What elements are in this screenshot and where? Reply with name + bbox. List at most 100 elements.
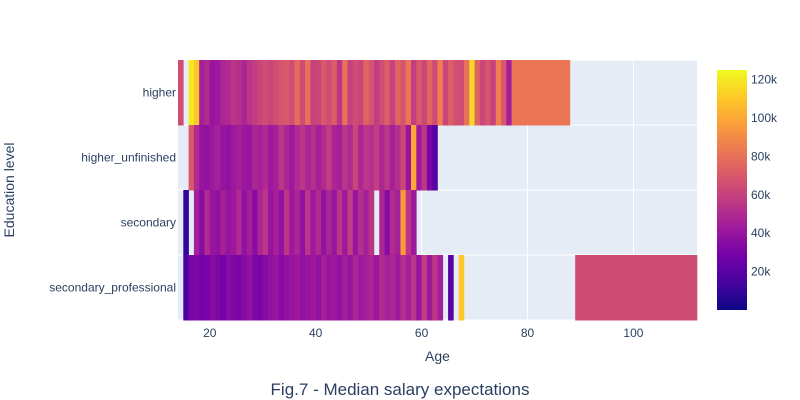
- heatmap-cell: [395, 190, 401, 256]
- heatmap-cell: [294, 190, 301, 256]
- heatmap-cell: [204, 255, 211, 321]
- heatmap-cell: [368, 60, 375, 126]
- heatmap-cell: [225, 190, 232, 256]
- heatmap-cell: [262, 60, 269, 126]
- y-tick-label: secondary: [121, 216, 176, 230]
- heatmap-cell: [262, 255, 269, 321]
- heatmap-cell: [315, 255, 322, 321]
- heatmap-cell: [379, 60, 385, 126]
- heatmap-cell: [246, 190, 253, 256]
- heatmap-cell: [352, 125, 359, 191]
- heatmap-cell: [326, 255, 332, 321]
- heatmap-cell: [416, 125, 422, 191]
- heatmap-cell: [183, 190, 189, 256]
- heatmap-cell: [215, 190, 221, 256]
- heatmap-cell: [305, 255, 311, 321]
- heatmap-cell: [252, 255, 258, 321]
- heatmap-cell: [389, 125, 396, 191]
- heatmap-cell: [273, 60, 279, 126]
- x-tick-label: 20: [203, 326, 217, 340]
- heatmap-cell: [294, 60, 301, 126]
- heatmap-cell: [384, 255, 391, 321]
- heatmap-cell: [405, 60, 412, 126]
- heatmap-cell: [230, 125, 237, 191]
- heatmap-cell: [315, 190, 322, 256]
- heatmap-cell: [490, 60, 497, 126]
- heatmap-cell: [479, 60, 486, 126]
- heatmap-cell: [283, 190, 290, 256]
- heatmap-cell: [193, 60, 200, 126]
- heatmap-cell: [204, 125, 211, 191]
- heatmap-cell: [294, 255, 301, 321]
- heatmap-cell: [220, 125, 226, 191]
- heatmap-cell: [320, 255, 327, 321]
- heatmap-cell: [331, 190, 338, 256]
- heatmap-cell: [448, 60, 454, 126]
- colorbar-tick-label: 120k: [751, 73, 778, 87]
- colorbar-ticks: 20k 40k 60k 80k 100k 120k: [751, 73, 778, 279]
- heatmap-cell: [315, 60, 322, 126]
- heatmap-cell: [437, 255, 444, 321]
- heatmap-cell: [336, 125, 343, 191]
- heatmap-cell: [331, 60, 338, 126]
- heatmap-cell: [209, 255, 216, 321]
- heatmap-cell: [384, 60, 391, 126]
- heatmap-cell: [342, 190, 348, 256]
- heatmap-cell: [416, 255, 422, 321]
- heatmap-cell: [363, 125, 369, 191]
- heatmap-cell: [363, 255, 369, 321]
- heatmap-cell: [336, 255, 343, 321]
- heatmap-cell: [485, 60, 491, 126]
- heatmap-cell: [379, 255, 385, 321]
- heatmap-cell: [405, 125, 412, 191]
- heatmap-cell: [257, 125, 264, 191]
- heatmap-cell: [395, 125, 401, 191]
- heatmap-cell: [389, 190, 396, 256]
- heatmap-cell: [368, 125, 375, 191]
- y-tick-label: secondary_professional: [49, 281, 176, 295]
- heatmap-cell: [289, 190, 295, 256]
- heatmap-cell: [458, 60, 465, 126]
- heatmap-cell: [448, 255, 454, 321]
- heatmap-cell: [225, 60, 232, 126]
- heatmap-cell: [273, 255, 279, 321]
- heatmap-cell: [458, 255, 465, 321]
- heatmap-cells: [178, 60, 698, 321]
- heatmap-cell: [225, 125, 232, 191]
- heatmap-cell: [400, 255, 407, 321]
- heatmap-cell: [257, 255, 264, 321]
- heatmap-cell: [421, 255, 428, 321]
- heatmap-cell: [193, 125, 200, 191]
- heatmap-cell: [336, 190, 343, 256]
- heatmap-cell: [511, 60, 571, 126]
- heatmap-cell: [241, 60, 248, 126]
- heatmap-cell: [389, 255, 396, 321]
- x-tick-label: 80: [521, 326, 535, 340]
- heatmap-cell: [289, 255, 295, 321]
- heatmap-cell: [193, 255, 200, 321]
- heatmap-cell: [230, 60, 237, 126]
- heatmap-cell: [241, 255, 248, 321]
- heatmap-cell: [299, 190, 306, 256]
- heatmap-cell: [204, 190, 211, 256]
- heatmap-cell: [342, 60, 348, 126]
- heatmap-cell: [347, 190, 354, 256]
- heatmap-cell: [230, 255, 237, 321]
- heatmap-cell: [305, 190, 311, 256]
- heatmap-cell: [305, 125, 311, 191]
- y-tick-label: higher_unfinished: [81, 151, 176, 165]
- heatmap-cell: [379, 125, 385, 191]
- heatmap-cell: [437, 60, 444, 126]
- heatmap-cell: [220, 190, 226, 256]
- heatmap-cell: [268, 255, 274, 321]
- heatmap-cell: [474, 60, 481, 126]
- heatmap-cell: [283, 60, 290, 126]
- heatmap-cell: [188, 255, 195, 321]
- colorbar-tick-label: 60k: [751, 188, 771, 202]
- heatmap-cell: [236, 190, 242, 256]
- heatmap-cell: [268, 125, 274, 191]
- heatmap-cell: [268, 190, 274, 256]
- heatmap-cell: [331, 255, 338, 321]
- heatmap-cell: [188, 125, 195, 191]
- heatmap-cell: [236, 255, 242, 321]
